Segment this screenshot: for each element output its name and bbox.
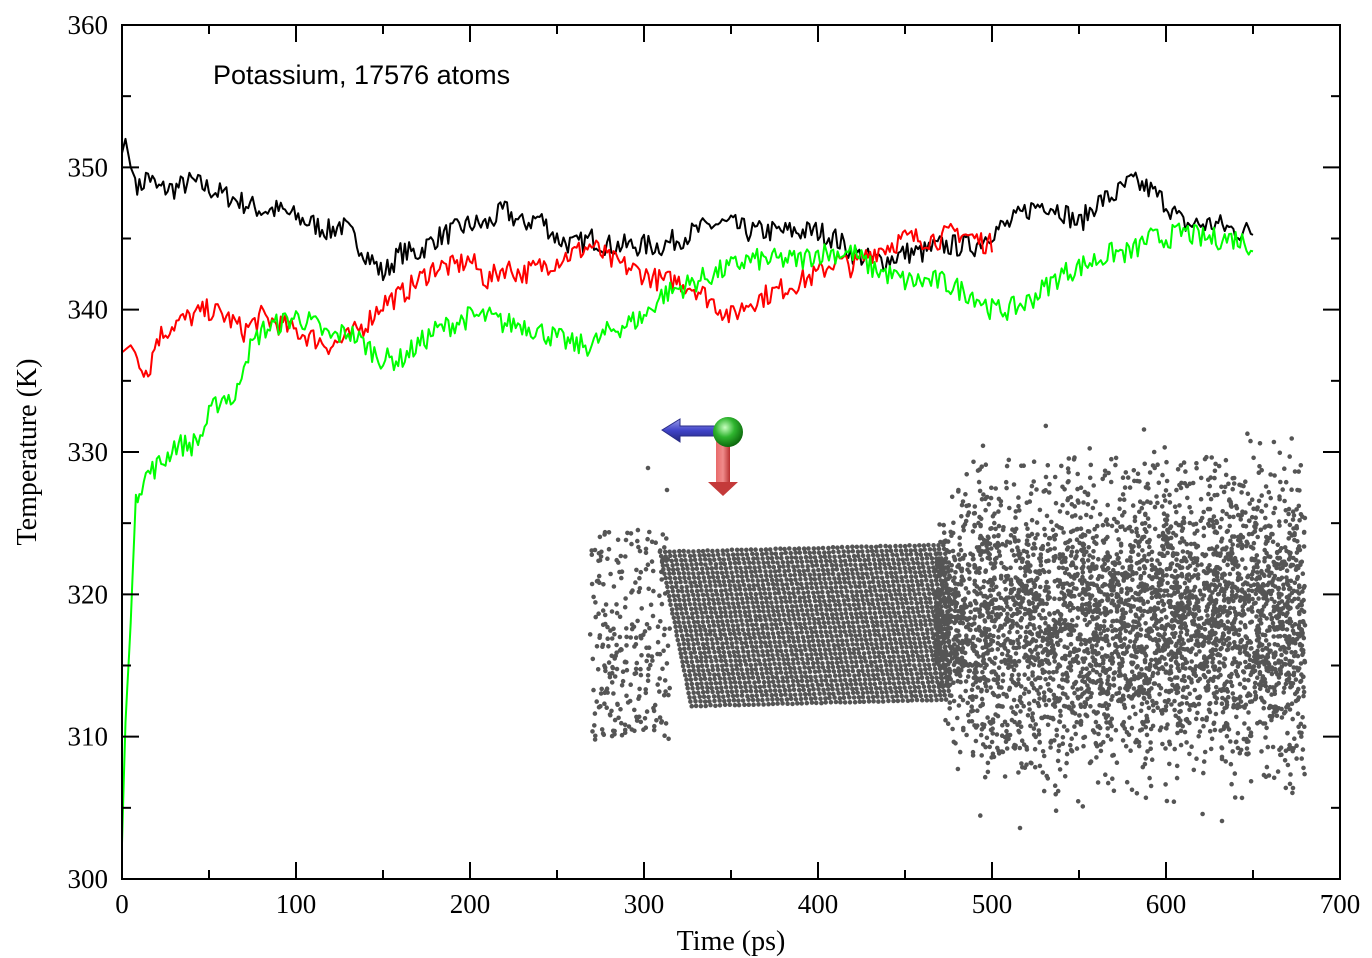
atom-snapshot-inset bbox=[587, 423, 1308, 831]
y-axis-title: Temperature (K) bbox=[12, 359, 43, 546]
x-tick-label: 100 bbox=[276, 889, 317, 919]
x-tick-label: 400 bbox=[798, 889, 839, 919]
x-axis-title: Time (ps) bbox=[677, 926, 786, 957]
atom-points bbox=[587, 423, 1308, 831]
chart-annotation: Potassium, 17576 atoms bbox=[213, 60, 510, 90]
axis-triad-icon bbox=[661, 417, 743, 496]
y-tick-label: 310 bbox=[68, 722, 109, 752]
y-tick-label: 350 bbox=[68, 152, 109, 182]
y-tick-label: 340 bbox=[68, 295, 109, 325]
x-tick-label: 700 bbox=[1320, 889, 1361, 919]
plot-frame bbox=[121, 24, 1341, 880]
y-tick-label: 330 bbox=[68, 437, 109, 467]
series-line-1 bbox=[122, 137, 1254, 282]
x-tick-label: 500 bbox=[972, 889, 1013, 919]
y-tick-label: 360 bbox=[68, 10, 109, 40]
series-line-2 bbox=[122, 222, 993, 378]
series-line-3 bbox=[122, 222, 1254, 844]
y-tick-label: 320 bbox=[68, 579, 109, 609]
x-tick-label: 600 bbox=[1146, 889, 1187, 919]
y-tick-label: 300 bbox=[68, 864, 109, 894]
x-tick-label: 200 bbox=[450, 889, 491, 919]
x-tick-label: 0 bbox=[115, 889, 129, 919]
x-tick-label: 300 bbox=[624, 889, 665, 919]
